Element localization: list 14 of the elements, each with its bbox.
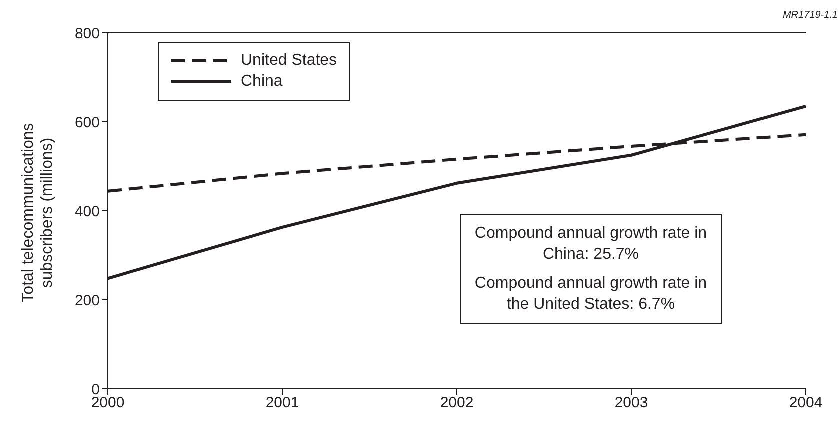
- annotation: Compound annual growth rate in the United States: 6.7%: [474, 274, 708, 315]
- y-tick-label: 400: [74, 203, 100, 220]
- legend-label: China: [241, 73, 283, 91]
- y-tick-label: 200: [74, 292, 100, 310]
- y-tick-label: 600: [74, 114, 100, 132]
- x-tick-label: 2003: [614, 394, 648, 412]
- y-axis-title: Total telecommunications subscribers (millions): [19, 122, 57, 305]
- y-tick-label: 800: [74, 25, 100, 42]
- x-tick-label: 2001: [266, 394, 300, 412]
- x-tick-label: 2002: [440, 394, 474, 412]
- text: MR1719-1.1: [782, 10, 838, 21]
- x-tick-label: 2004: [789, 394, 823, 412]
- annotation: Compound annual growth rate in China: 25.7%: [474, 224, 708, 265]
- legend-label: United States: [241, 52, 338, 70]
